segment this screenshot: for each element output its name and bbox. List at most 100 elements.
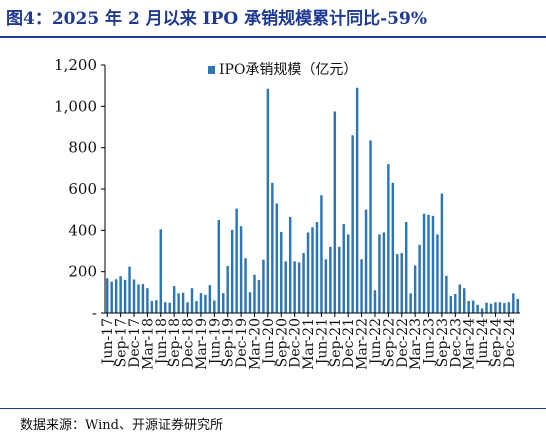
bar [132,279,136,313]
bar [306,232,310,313]
bar [454,293,457,313]
bar [195,301,198,313]
bar [190,288,194,313]
x-tick-label: Jun-21 [314,318,330,366]
x-tick-label: Jun-20 [261,318,277,366]
bar [297,262,301,313]
x-tick-label: Mar-19 [194,318,210,370]
bar [431,215,435,313]
x-tick-label: Dec-18 [181,318,197,368]
bar [204,294,207,313]
x-tick-label: Jun-17 [100,318,116,366]
bar [413,265,417,313]
bar [213,300,216,313]
y-tick-label: 600 [68,180,97,198]
y-tick-label: 400 [68,221,97,239]
bar [284,261,287,313]
bar [177,293,180,313]
bar [503,303,506,313]
bar [239,226,243,313]
x-tick-label: Sep-24 [488,318,504,367]
bar [449,296,453,313]
x-tick-label: Sep-22 [381,318,397,367]
bar [373,290,377,313]
y-tick-label: 1,000 [54,97,97,115]
y-tick-label: 200 [68,263,97,281]
x-tick-label: Mar-23 [408,318,424,370]
bar [114,279,118,313]
bar [257,279,261,313]
bar [222,293,225,313]
x-tick-label: Jun-18 [154,318,170,366]
bar-series [106,87,519,313]
bar [311,227,314,313]
bar [181,292,185,313]
bar [150,301,154,313]
legend: IPO承销规模（亿元） [208,62,357,78]
data-source-note: 数据来源：Wind、开源证券研究所 [20,418,223,433]
bar [302,253,305,313]
bar [266,88,270,313]
bar [378,234,381,313]
bar [244,258,247,313]
bar [427,214,430,313]
bar [418,244,421,313]
bar [159,229,162,313]
x-tick-label: Mar-20 [247,318,263,370]
legend-label: IPO承销规模（亿元） [219,62,357,78]
bar [485,302,488,313]
bar [364,209,368,313]
bar [119,276,122,313]
bar [480,308,484,313]
x-tick-label: Sep-23 [435,318,451,367]
bar [199,293,203,313]
y-tick-label: 800 [68,139,97,157]
bar [369,140,372,313]
x-tick-label: Dec-24 [502,318,518,368]
bar [471,300,475,313]
bar [409,293,412,313]
bar [106,278,109,313]
bar [351,135,354,313]
bar [248,292,252,313]
bar [382,232,386,313]
bar [445,275,448,313]
bar [155,300,158,313]
bar [360,259,363,313]
y-tick-label: 1,200 [54,56,97,74]
x-tick-label: Jun-23 [422,318,438,366]
bar [280,231,283,313]
x-tick-label: Sep-19 [221,318,237,367]
bar [164,302,167,313]
bar [512,293,515,313]
bar [226,265,229,313]
legend-swatch [208,66,215,74]
bar [288,216,292,313]
bar [315,222,319,313]
bar [235,208,238,313]
x-tick-label: Dec-23 [448,318,464,368]
bar [489,303,493,313]
x-tick-label: Mar-22 [355,318,371,370]
bar [346,234,350,313]
bar [333,111,337,313]
bar [253,274,256,313]
x-tick-label: Jun-19 [207,318,223,366]
bar [516,298,519,313]
bar [342,224,345,313]
bar [440,193,444,313]
bar [217,220,221,313]
x-tick-label: Jun-24 [475,318,491,366]
bar [507,302,511,313]
bar [422,213,426,313]
bar [467,301,470,313]
bar [293,261,296,313]
bar [329,246,332,313]
x-tick-label: Dec-22 [395,318,411,368]
x-tick-label: Dec-21 [341,318,357,368]
bar [271,182,274,313]
x-tick-label: Dec-19 [234,318,250,368]
bar [462,288,466,313]
bar [262,259,265,313]
